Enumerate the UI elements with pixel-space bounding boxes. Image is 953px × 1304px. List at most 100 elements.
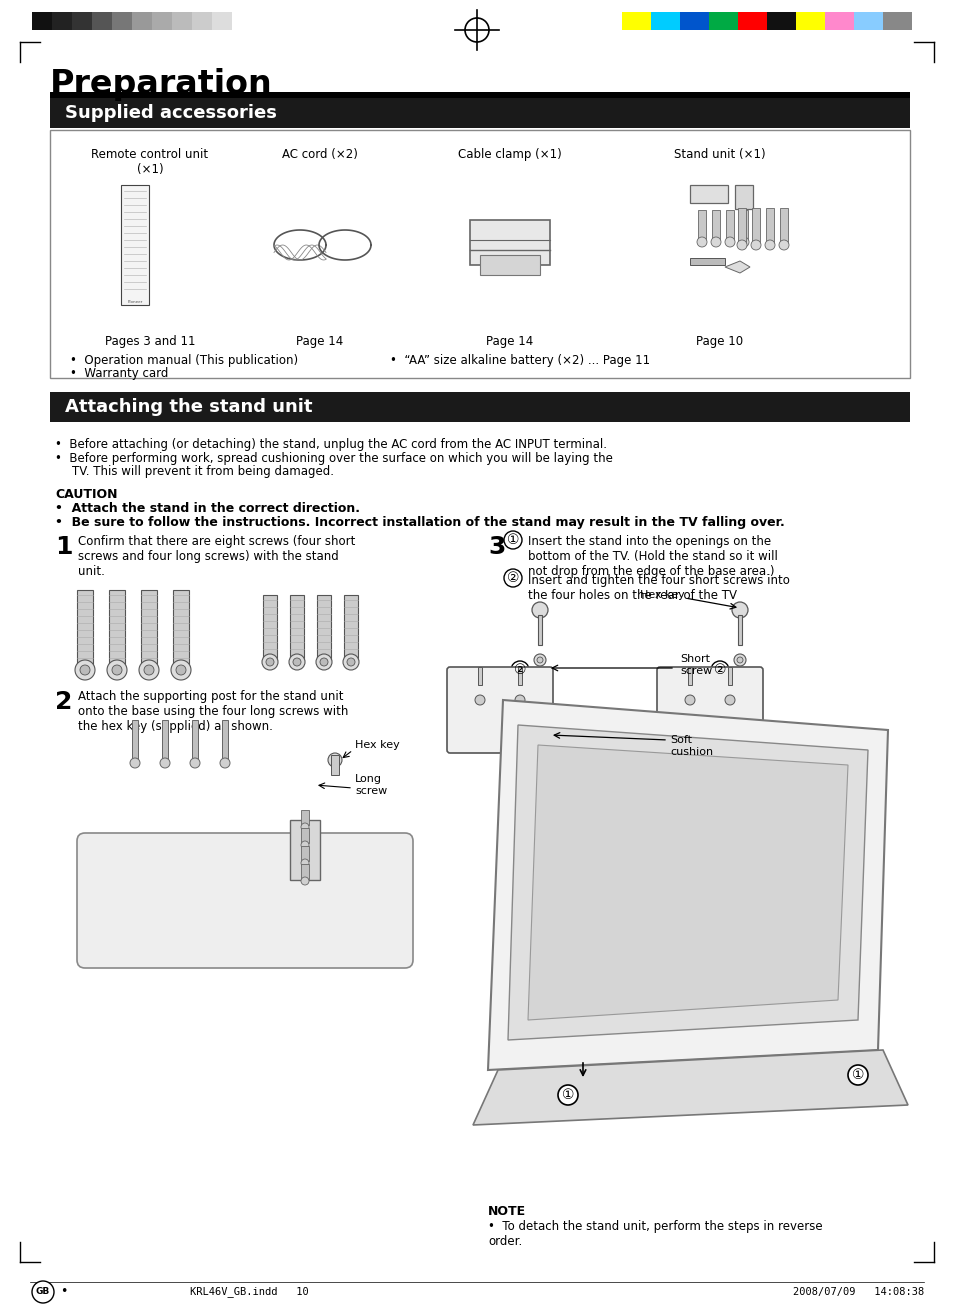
- Text: Soft
cushion: Soft cushion: [669, 735, 713, 756]
- Bar: [734, 185, 752, 209]
- Circle shape: [558, 1085, 578, 1104]
- Circle shape: [139, 660, 159, 679]
- Circle shape: [511, 661, 529, 679]
- Bar: [751, 209, 760, 243]
- Circle shape: [724, 237, 734, 246]
- Circle shape: [266, 659, 274, 666]
- Text: ①: ①: [851, 1068, 863, 1082]
- Bar: [112, 12, 132, 30]
- Text: 2008/07/09   14:08:38: 2008/07/09 14:08:38: [792, 1287, 923, 1297]
- Circle shape: [112, 665, 122, 675]
- Text: Insert and tighten the four short screws into
the four holes on the rear of the : Insert and tighten the four short screws…: [527, 574, 789, 602]
- Circle shape: [534, 655, 545, 666]
- Bar: [121, 185, 149, 305]
- Circle shape: [724, 695, 734, 705]
- Circle shape: [750, 240, 760, 250]
- Circle shape: [301, 859, 309, 867]
- FancyBboxPatch shape: [77, 833, 413, 968]
- Circle shape: [144, 665, 153, 675]
- Text: •  Before performing work, spread cushioning over the surface on which you will : • Before performing work, spread cushion…: [55, 452, 612, 466]
- Text: Supplied accessories: Supplied accessories: [65, 104, 276, 123]
- Polygon shape: [473, 1050, 907, 1125]
- Bar: [780, 209, 787, 243]
- Bar: [212, 12, 232, 30]
- Text: Attach the supporting post for the stand unit
onto the base using the four long : Attach the supporting post for the stand…: [78, 690, 348, 733]
- FancyBboxPatch shape: [447, 668, 553, 752]
- Bar: [687, 668, 691, 685]
- Text: Page 14: Page 14: [486, 335, 533, 348]
- Text: Page 14: Page 14: [296, 335, 343, 348]
- Text: 3: 3: [488, 535, 505, 559]
- Bar: [766, 12, 795, 30]
- Text: Long
screw: Long screw: [355, 775, 387, 795]
- Bar: [301, 810, 309, 825]
- Circle shape: [262, 655, 277, 670]
- Bar: [740, 210, 747, 240]
- Text: Confirm that there are eight screws (four short
screws and four long screws) wit: Confirm that there are eight screws (fou…: [78, 535, 355, 578]
- Bar: [344, 595, 357, 660]
- Circle shape: [733, 655, 745, 666]
- Circle shape: [32, 1281, 54, 1303]
- Bar: [301, 846, 309, 861]
- Bar: [331, 755, 338, 775]
- Circle shape: [171, 660, 191, 679]
- Bar: [650, 12, 679, 30]
- Circle shape: [537, 657, 542, 662]
- Bar: [738, 12, 766, 30]
- Circle shape: [731, 602, 747, 618]
- Bar: [109, 589, 125, 668]
- Circle shape: [697, 237, 706, 246]
- Text: Preparation: Preparation: [50, 68, 273, 100]
- Bar: [725, 210, 733, 240]
- Polygon shape: [488, 700, 887, 1071]
- Bar: [698, 210, 705, 240]
- Polygon shape: [724, 261, 749, 273]
- Text: •  Attach the stand in the correct direction.: • Attach the stand in the correct direct…: [55, 502, 359, 515]
- Circle shape: [175, 665, 186, 675]
- Bar: [727, 668, 731, 685]
- Text: Pages 3 and 11: Pages 3 and 11: [105, 335, 195, 348]
- Bar: [470, 220, 550, 265]
- Circle shape: [737, 657, 742, 662]
- Text: GB: GB: [36, 1287, 51, 1296]
- Text: •  Before attaching (or detaching) the stand, unplug the AC cord from the AC INP: • Before attaching (or detaching) the st…: [55, 438, 606, 451]
- Circle shape: [515, 695, 524, 705]
- Bar: [301, 865, 309, 879]
- Bar: [537, 615, 541, 645]
- Circle shape: [328, 752, 341, 767]
- Text: Hex key: Hex key: [355, 739, 399, 750]
- Bar: [738, 615, 741, 645]
- Text: AC cord (×2): AC cord (×2): [282, 147, 357, 160]
- Circle shape: [289, 655, 305, 670]
- Text: Cable clamp (×1): Cable clamp (×1): [457, 147, 561, 160]
- Circle shape: [130, 758, 140, 768]
- Bar: [853, 12, 882, 30]
- Bar: [477, 668, 481, 685]
- Circle shape: [80, 665, 90, 675]
- Bar: [77, 589, 92, 668]
- Text: CAUTION: CAUTION: [55, 488, 117, 501]
- Text: •  “AA” size alkaline battery (×2) ... Page 11: • “AA” size alkaline battery (×2) ... Pa…: [390, 353, 649, 366]
- Circle shape: [847, 1065, 867, 1085]
- Bar: [765, 209, 773, 243]
- Circle shape: [75, 660, 95, 679]
- Bar: [824, 12, 853, 30]
- Circle shape: [503, 531, 521, 549]
- Text: •  Be sure to follow the instructions. Incorrect installation of the stand may r: • Be sure to follow the instructions. In…: [55, 516, 784, 529]
- Bar: [316, 595, 331, 660]
- Bar: [301, 828, 309, 842]
- Bar: [172, 589, 189, 668]
- Text: ②: ②: [713, 662, 725, 677]
- Circle shape: [293, 659, 301, 666]
- Text: •  Warranty card: • Warranty card: [70, 366, 168, 379]
- Circle shape: [319, 659, 328, 666]
- Bar: [708, 12, 738, 30]
- Bar: [162, 720, 168, 765]
- Circle shape: [220, 758, 230, 768]
- Circle shape: [710, 237, 720, 246]
- Text: NOTE: NOTE: [488, 1205, 525, 1218]
- Circle shape: [779, 240, 788, 250]
- Circle shape: [475, 695, 484, 705]
- FancyBboxPatch shape: [657, 668, 762, 752]
- Circle shape: [343, 655, 358, 670]
